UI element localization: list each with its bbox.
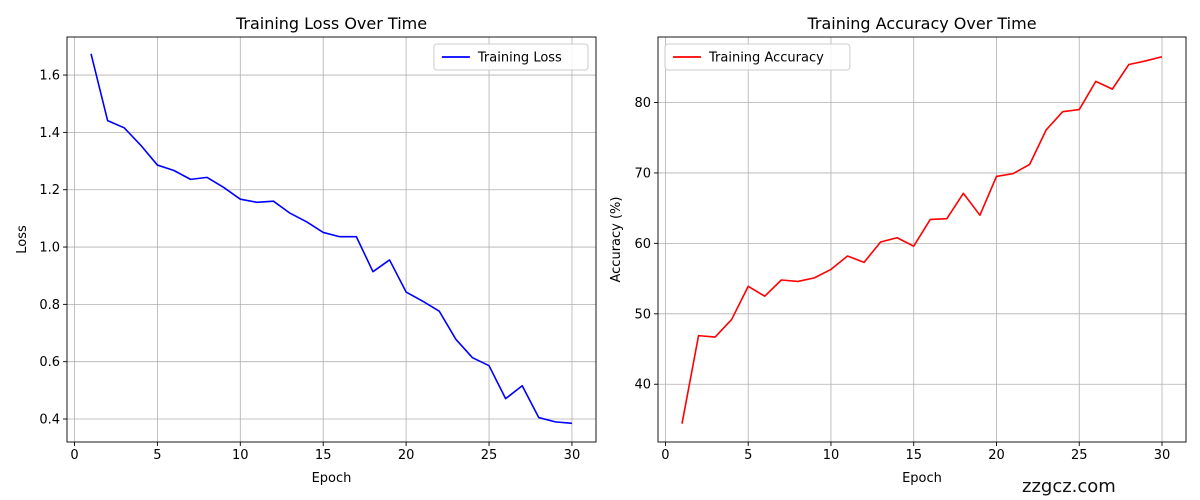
- x-axis-label: Epoch: [902, 471, 942, 486]
- x-tick-label: 5: [153, 448, 161, 463]
- x-tick-label: 25: [1071, 448, 1088, 463]
- legend-label: Training Accuracy: [708, 51, 824, 66]
- legend: Training Accuracy: [664, 43, 851, 71]
- y-tick-label: 0.8: [39, 298, 60, 313]
- legend-box: [664, 43, 851, 71]
- y-axis-label: Accuracy (%): [609, 197, 624, 283]
- chart-panel-1: 0 5 10 15 20 25 30 0.4 0.6 0.8 1.0 1.2 1.4 1.6 Trainin…: [15, 14, 597, 486]
- x-tick-label: 20: [398, 448, 415, 463]
- chart-title: Training Accuracy Over Time: [806, 14, 1036, 33]
- axes-frame: [66, 36, 597, 443]
- y-tick-label: 1.2: [39, 183, 60, 198]
- series-line-1: [90, 53, 573, 425]
- legend-label: Training Loss: [477, 51, 562, 66]
- axes-frame: [657, 36, 1187, 443]
- chart-panel-2: 0 5 10 15 20 25 30 40 50 60 70 80 Training Accuracy …: [609, 14, 1187, 486]
- y-tick-label: 40: [634, 378, 651, 393]
- x-tick-label: 0: [70, 448, 78, 463]
- y-tick-label: 1.6: [39, 69, 60, 84]
- x-tick-label: 30: [564, 448, 581, 463]
- y-tick-label: 50: [634, 307, 651, 322]
- series-line-1: [681, 55, 1163, 424]
- watermark-text: zzgcz.com: [1022, 476, 1116, 497]
- y-axis-label: Loss: [15, 225, 30, 254]
- x-tick-label: 10: [823, 448, 840, 463]
- x-tick-label: 25: [481, 448, 498, 463]
- legend-box: [433, 43, 589, 71]
- y-tick-label: 0.6: [39, 355, 60, 370]
- y-tick-label: 0.4: [39, 413, 60, 428]
- y-tick-label: 1.4: [39, 126, 60, 141]
- x-tick-label: 15: [905, 448, 922, 463]
- y-tick-label: 70: [634, 166, 651, 181]
- y-tick-label: 80: [634, 96, 651, 111]
- x-tick-label: 30: [1154, 448, 1171, 463]
- x-tick-label: 5: [744, 448, 752, 463]
- x-tick-label: 10: [232, 448, 249, 463]
- legend: Training Loss: [433, 43, 589, 71]
- chart-title: Training Loss Over Time: [235, 14, 427, 33]
- y-tick-label: 60: [634, 237, 651, 252]
- x-tick-label: 20: [988, 448, 1005, 463]
- x-tick-label: 15: [315, 448, 332, 463]
- y-tick-label: 1.0: [39, 241, 60, 256]
- x-axis-label: Epoch: [312, 471, 352, 486]
- x-tick-label: 0: [661, 448, 669, 463]
